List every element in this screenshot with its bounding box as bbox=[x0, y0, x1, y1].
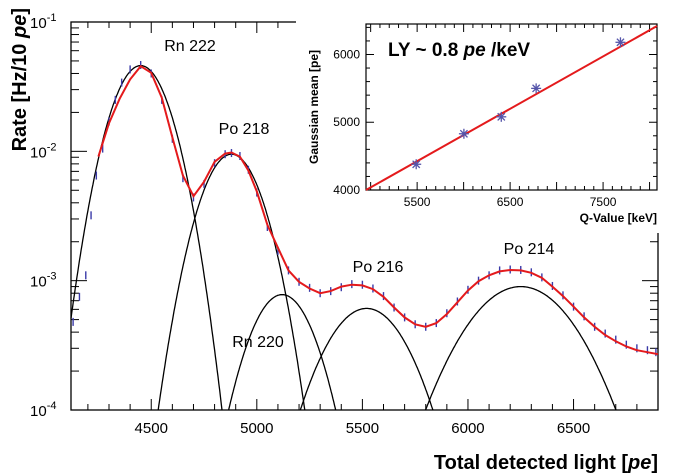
y-tick-label: 10-4 bbox=[30, 400, 56, 420]
gaussian-component-curve bbox=[70, 64, 223, 411]
inset-data-point bbox=[531, 83, 542, 94]
inset-data-point bbox=[496, 111, 507, 122]
y-tick-label: 10-2 bbox=[30, 141, 56, 161]
inset-data-point bbox=[411, 159, 422, 170]
light-yield-annotation: LY ~ 0.8 pe /keV bbox=[388, 40, 530, 61]
peak-label: Po 214 bbox=[504, 241, 555, 258]
inset-x-tick-label: 5500 bbox=[404, 195, 431, 209]
gaussian-component-curve bbox=[424, 285, 617, 411]
gaussian-component-curve bbox=[299, 307, 434, 411]
inset-axis-ticks bbox=[366, 24, 657, 191]
gaussian-component-curve bbox=[157, 153, 306, 411]
inset-data-point bbox=[458, 128, 469, 139]
y-tick-labels: 10-4 10-3 10-2 10-1 bbox=[30, 12, 56, 420]
x-tick-label: 5000 bbox=[240, 420, 273, 437]
inset-y-tick-labels: 4000 5000 6000 bbox=[333, 47, 360, 197]
inset-data-point bbox=[615, 37, 626, 48]
y-axis-title: Rate [Hz/10 pe] bbox=[9, 8, 31, 151]
peak-label: Rn 220 bbox=[232, 334, 284, 351]
x-tick-label: 5500 bbox=[346, 420, 379, 437]
inset-x-tick-label: 7500 bbox=[590, 195, 617, 209]
x-tick-label: 4500 bbox=[135, 420, 168, 437]
peak-labels: Rn 222 Po 218 Rn 220 Po 216 Po 214 bbox=[164, 38, 554, 351]
inset-y-axis-title: Gaussian mean [pe] bbox=[307, 50, 321, 164]
inset-x-axis-title: Q-Value [keV] bbox=[580, 211, 657, 225]
y-tick-label: 10-1 bbox=[30, 12, 56, 32]
inset-plot-frame bbox=[365, 23, 658, 191]
inset-y-tick-label: 5000 bbox=[333, 115, 360, 129]
y-tick-label: 10-3 bbox=[30, 271, 56, 291]
x-tick-label: 6000 bbox=[451, 420, 484, 437]
inset-x-tick-label: 6500 bbox=[497, 195, 524, 209]
gaussian-component-curve bbox=[228, 293, 337, 411]
x-tick-labels: 4500 5000 5500 6000 6500 bbox=[135, 420, 591, 437]
peak-label: Po 218 bbox=[219, 121, 270, 138]
inset-x-tick-labels: 5500 6500 7500 bbox=[404, 195, 617, 209]
x-tick-label: 6500 bbox=[557, 420, 590, 437]
peak-label: Rn 222 bbox=[164, 38, 216, 55]
fit-curve bbox=[97, 64, 659, 356]
peak-label: Po 216 bbox=[353, 259, 404, 276]
inset-plot: 5500 6500 7500 4000 5000 6000 LY ~ 0.8 pe /k… bbox=[296, 19, 660, 233]
x-axis-title: Total detected light [pe] bbox=[434, 452, 658, 474]
inset-data-points bbox=[411, 37, 626, 170]
inset-y-tick-label: 4000 bbox=[333, 183, 360, 197]
main-plot: 4500 5000 5500 6000 6500 10-4 10-3 10-2 10-1 Rn… bbox=[9, 8, 659, 474]
inset-y-tick-label: 6000 bbox=[333, 47, 360, 61]
